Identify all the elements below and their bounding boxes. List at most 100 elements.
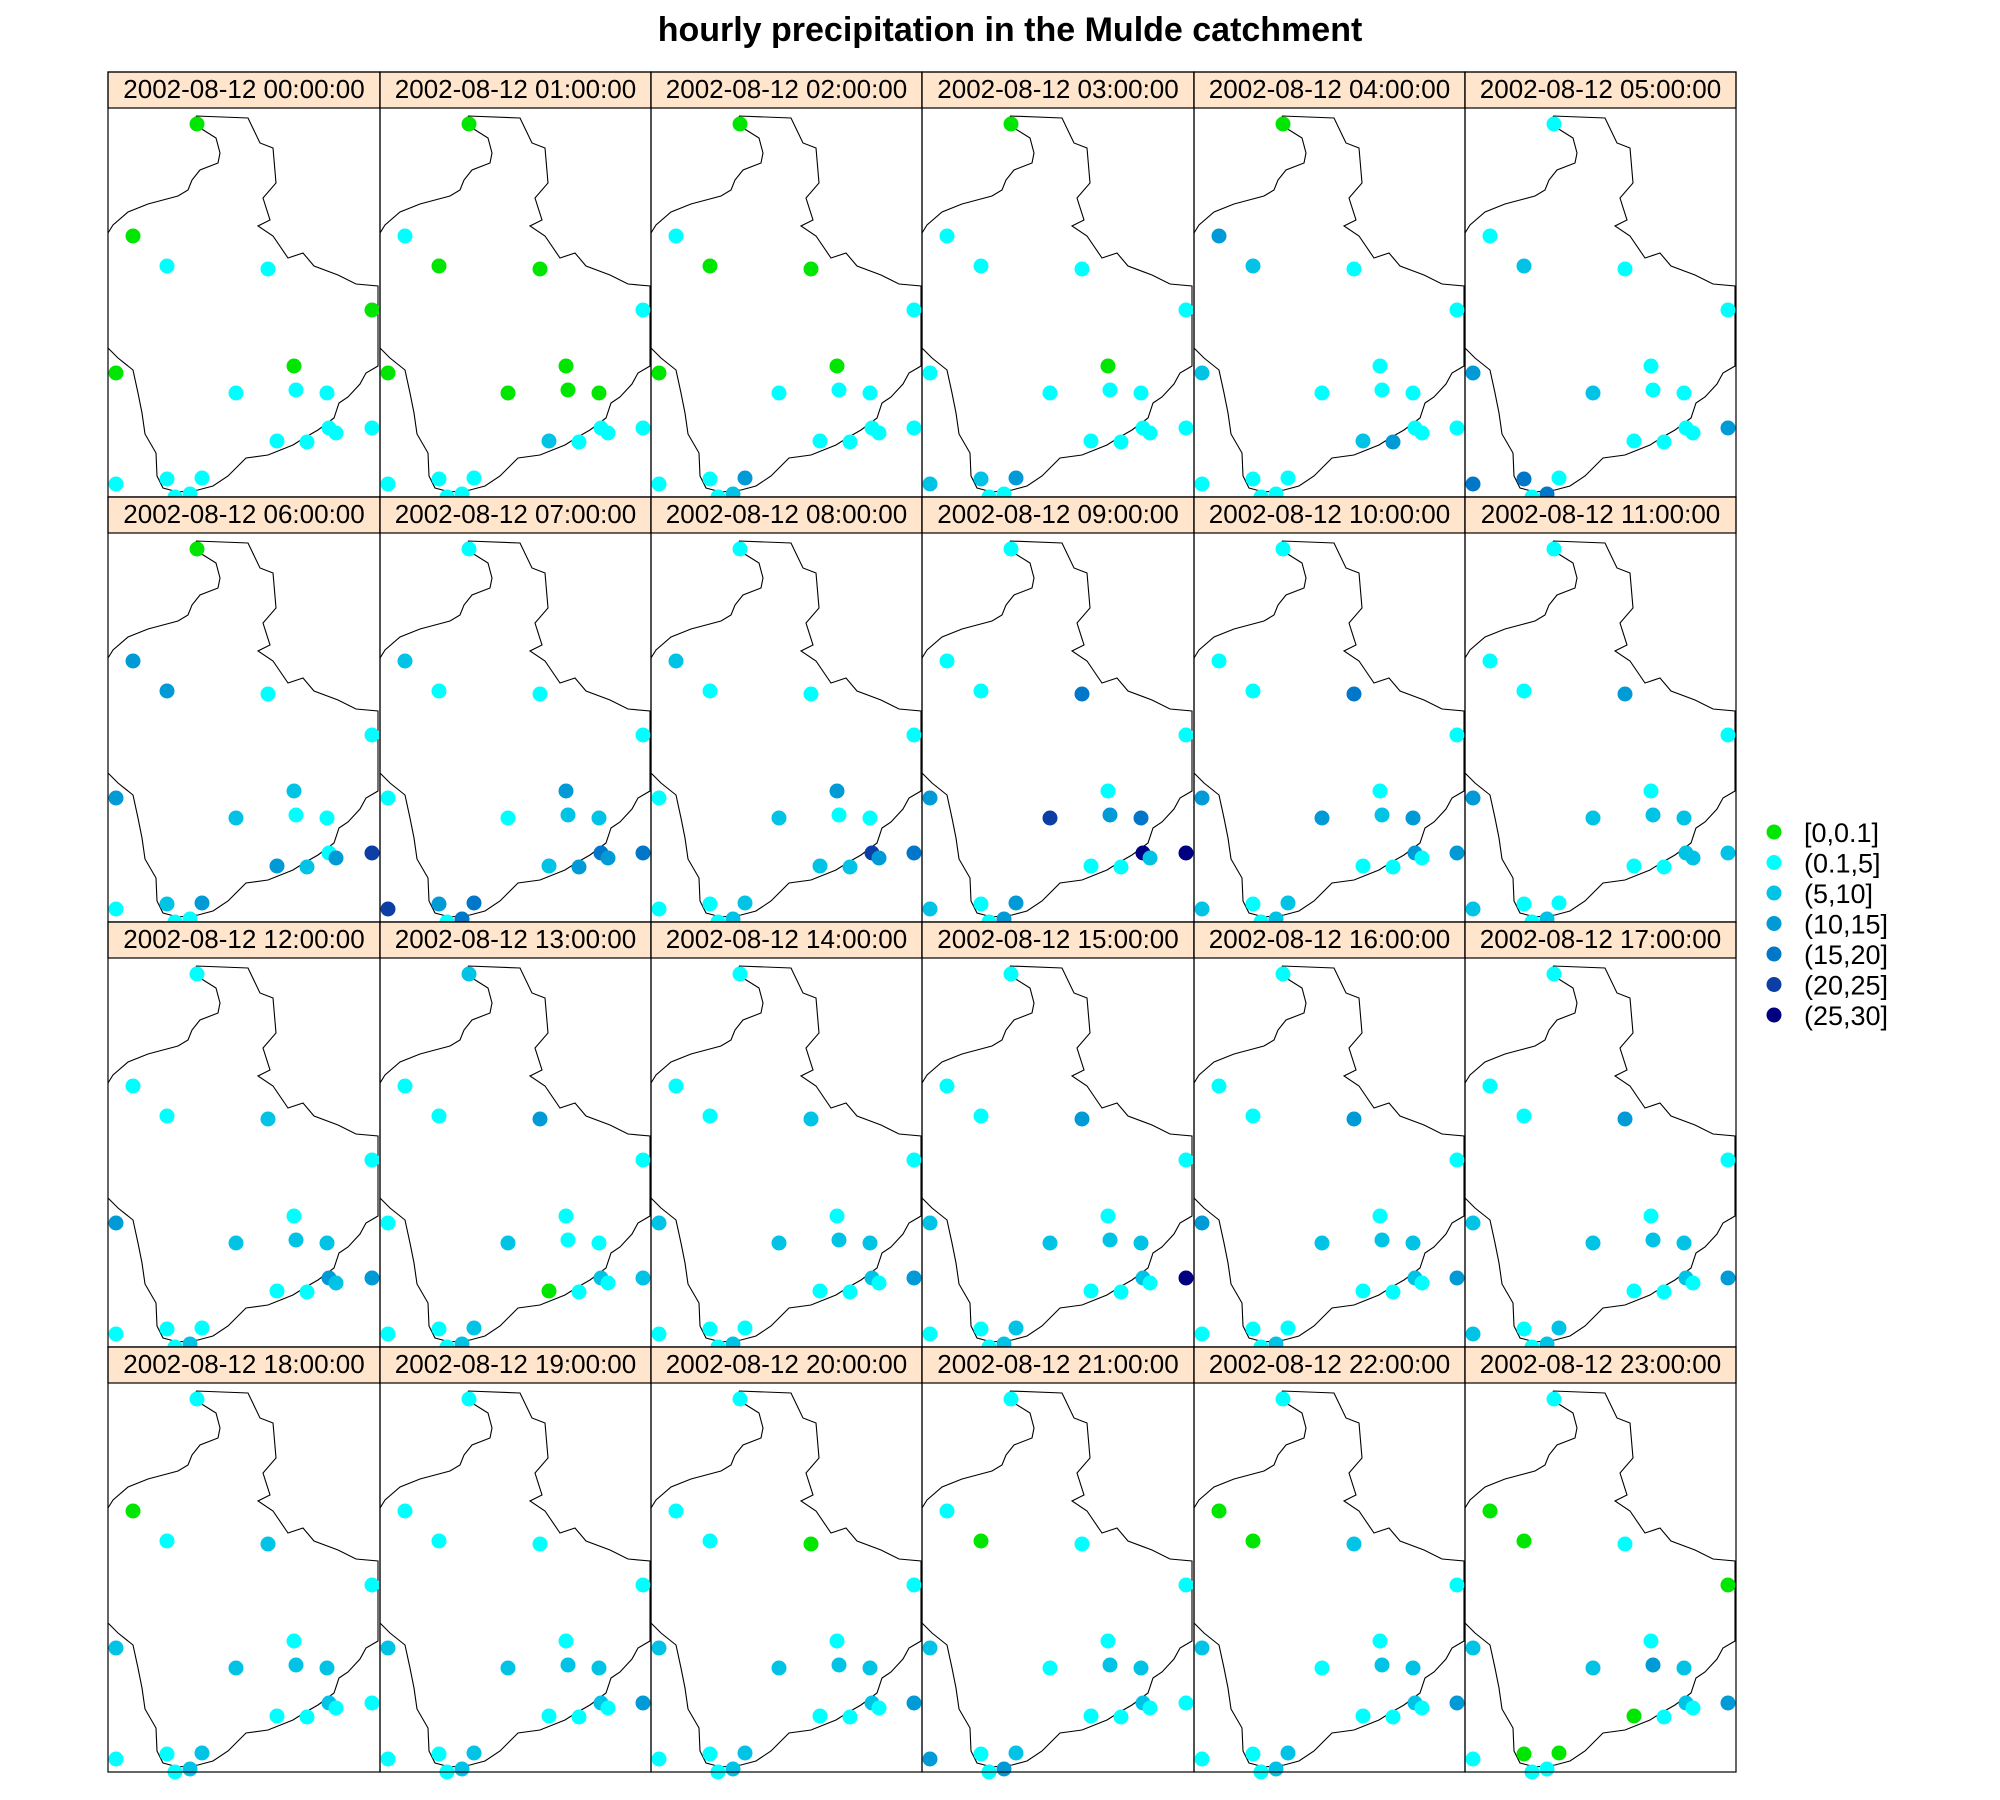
station-point: (0.1,5] (560, 1232, 576, 1248)
station-point: (0.1,5] (1280, 1320, 1296, 1336)
station-point: (0.1,5] (269, 433, 285, 449)
station-point: (0.1,5] (871, 425, 887, 441)
station-point: [0,0.1] (189, 541, 205, 557)
station-point: (5,10] (922, 1215, 938, 1231)
station-point: [0,0.1] (560, 382, 576, 398)
station-point: (0.1,5] (108, 476, 124, 492)
station-point: (5,10] (1346, 1536, 1362, 1552)
station-point: (0.1,5] (973, 896, 989, 912)
station-point: (0.1,5] (906, 302, 922, 318)
station-point: (0.1,5] (871, 1700, 887, 1716)
panel: 2002-08-12 05:00:00(0.1,5](0.1,5](5,10](… (1464, 71, 1737, 505)
station-point: (0.1,5] (651, 790, 667, 806)
panel: 2002-08-12 18:00:00(0.1,5][0,0.1](0.1,5]… (107, 1346, 381, 1780)
station-point: (0.1,5] (1626, 1283, 1642, 1299)
station-point: (0.1,5] (1003, 541, 1019, 557)
station-point: (0.1,5] (1643, 1208, 1659, 1224)
panel-plot: [0,0.1] (0.1,5] [0,0.1] [0,0.1] (0.1,5] [0,0.… (651, 115, 922, 505)
station-point: (0.1,5] (1546, 116, 1562, 132)
station-point: (5,10] (299, 859, 315, 875)
station-point: (0.1,5] (364, 1577, 380, 1593)
station-point: (0.1,5] (668, 228, 684, 244)
station-point: (0.1,5] (732, 1391, 748, 1407)
station-point: (0.1,5] (1617, 261, 1633, 277)
station-point: (0.1,5] (159, 258, 175, 274)
station-point: (0.1,5] (651, 901, 667, 917)
station-point: [0,0.1] (973, 1533, 989, 1549)
station-point: (0.1,5] (299, 1284, 315, 1300)
catchment-boundary (1194, 965, 1465, 1343)
station-point: (0.1,5] (1178, 302, 1194, 318)
station-point: [0,0.1] (829, 358, 845, 374)
station-point: (0.1,5] (1720, 727, 1736, 743)
station-point: (10,15] (1449, 1270, 1465, 1286)
station-point: (0.1,5] (1113, 1709, 1129, 1725)
panel-plot: [0,0.1] (10,15] (5,10] (0.1,5] (0.1,5] (0.1,5… (1194, 115, 1465, 505)
station-point: (0.1,5] (466, 470, 482, 486)
station-point: (0.1,5] (1414, 1275, 1430, 1291)
station-point: (0.1,5] (1372, 358, 1388, 374)
station-point: (0.1,5] (1546, 1391, 1562, 1407)
station-point: (5,10] (1585, 810, 1601, 826)
station-point: (0.1,5] (651, 476, 667, 492)
panel-plot: (0.1,5][0,0.1][0,0.1](0.1,5][0,0.1](0.1,… (1465, 1390, 1736, 1780)
station-point: (0.1,5] (286, 1208, 302, 1224)
panel: 2002-08-12 10:00:00(0.1,5](0.1,5](0.1,5]… (1193, 496, 1466, 930)
station-point: (0.1,5] (159, 1321, 175, 1337)
station-point: (0.1,5] (108, 901, 124, 917)
station-point: (0.1,5] (1275, 966, 1291, 982)
station-point: (0.1,5] (108, 1751, 124, 1767)
station-point: (5,10] (159, 896, 175, 912)
station-point: (0.1,5] (1100, 1208, 1116, 1224)
station-point: (10,15] (364, 1270, 380, 1286)
station-point: (0.1,5] (1374, 382, 1390, 398)
station-point: (0.1,5] (1449, 1152, 1465, 1168)
station-point: (0.1,5] (159, 1533, 175, 1549)
station-point: (0.1,5] (939, 1078, 955, 1094)
legend-swatch (1766, 885, 1782, 901)
station-point: (0.1,5] (159, 471, 175, 487)
station-point: (0.1,5] (1003, 966, 1019, 982)
catchment-boundary (651, 540, 922, 918)
panel: 2002-08-12 21:00:00 (0.1,5] (0.1,5] [0,0.1]… (921, 1346, 1195, 1780)
panel: 2002-08-12 16:00:00(0.1,5](0.1,5](0.1,5]… (1193, 921, 1466, 1355)
station-point: (5,10] (1720, 845, 1736, 861)
station-point: (0.1,5] (1083, 1283, 1099, 1299)
station-point: [0,0.1] (1482, 1503, 1498, 1519)
station-point: (5,10] (922, 1640, 938, 1656)
station-point: (10,15] (558, 783, 574, 799)
station-point: (0.1,5] (651, 1326, 667, 1342)
station-point: (0.1,5] (1551, 470, 1567, 486)
station-point: (0.1,5] (571, 434, 587, 450)
panel-plot: (0.1,5] [0,0.1] [0,0.1] (5,10] (0.1,5] (0.1,5… (1194, 1390, 1465, 1780)
station-point: (10,15] (125, 653, 141, 669)
catchment-boundary (922, 1390, 1193, 1768)
station-point: (0.1,5] (260, 261, 276, 277)
station-point: (0.1,5] (668, 1503, 684, 1519)
station-point: (0.1,5] (461, 1391, 477, 1407)
station-point: (10,15] (1465, 365, 1481, 381)
panel: 2002-08-12 04:00:00 [0,0.1] (10,15] (5,10] (… (1193, 71, 1466, 505)
station-point: (0.1,5] (1083, 858, 1099, 874)
station-point: (5,10] (1280, 895, 1296, 911)
station-point: (5,10] (1676, 810, 1692, 826)
station-point: (10,15] (829, 783, 845, 799)
station-point: (5,10] (541, 433, 557, 449)
station-point: (10,15] (1617, 1111, 1633, 1127)
station-point: (10,15] (871, 850, 887, 866)
station-point: (5,10] (194, 1745, 210, 1761)
station-point: (25,30] (1178, 845, 1194, 861)
station-point: (0.1,5] (1083, 1708, 1099, 1724)
station-point: (0.1,5] (380, 1326, 396, 1342)
station-point: (0.1,5] (1194, 1326, 1210, 1342)
station-point: (10,15] (737, 470, 753, 486)
panel-plot: (0.1,5] (0.1,5] [0,0.1] (0.1,5] (0.1,5] (0.1,… (922, 1390, 1194, 1780)
station-point: (0.1,5] (702, 1746, 718, 1762)
station-point: (0.1,5] (1178, 727, 1194, 743)
station-point: (5,10] (1102, 1657, 1118, 1673)
station-point: (10,15] (1720, 1270, 1736, 1286)
station-point: (0.1,5] (1245, 1321, 1261, 1337)
station-point: (5,10] (651, 1640, 667, 1656)
panel-label: 2002-08-12 07:00:00 (395, 499, 636, 529)
station-point: (5,10] (1194, 365, 1210, 381)
